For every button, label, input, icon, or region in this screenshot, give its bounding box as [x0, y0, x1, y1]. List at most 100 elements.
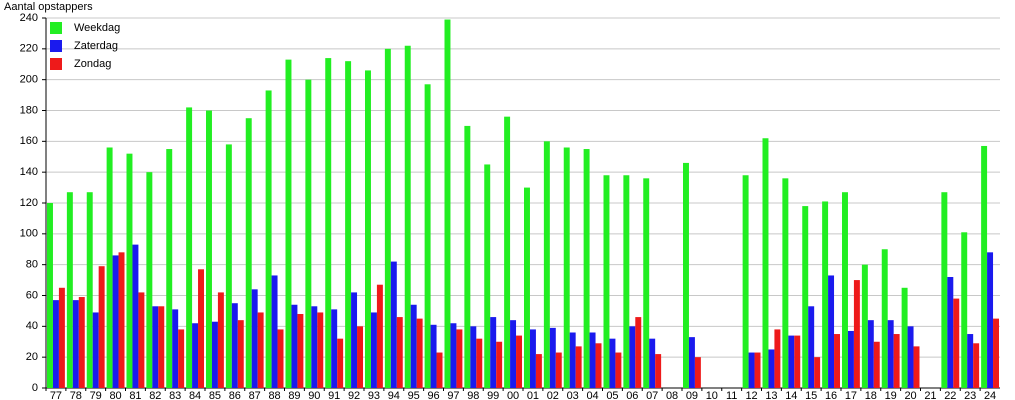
bar	[496, 341, 503, 388]
bar	[694, 357, 701, 388]
x-tick-label: 92	[348, 390, 360, 400]
x-tick-label: 99	[487, 390, 499, 400]
bar	[615, 352, 622, 388]
legend-swatch	[50, 22, 62, 34]
x-tick-label: 81	[129, 390, 141, 400]
x-tick-label: 12	[745, 390, 757, 400]
x-tick-label: 86	[229, 390, 241, 400]
bar	[410, 304, 417, 388]
x-tick-label: 20	[904, 390, 916, 400]
bar	[768, 349, 775, 388]
bar	[251, 289, 258, 388]
x-tick-label: 84	[189, 390, 201, 400]
bar	[158, 306, 165, 388]
x-tick-label: 13	[765, 390, 777, 400]
bar	[834, 334, 840, 388]
bar	[72, 300, 79, 388]
x-tick-label: 79	[90, 390, 102, 400]
bar	[126, 153, 133, 388]
bar	[887, 320, 894, 388]
bar	[265, 90, 272, 388]
bar	[913, 346, 920, 388]
bar	[535, 354, 542, 388]
bar	[649, 338, 656, 388]
bar	[198, 269, 204, 388]
x-tick-label: 00	[507, 390, 519, 400]
bar	[543, 141, 550, 388]
bar	[847, 330, 854, 388]
bar	[510, 320, 517, 388]
bar	[893, 334, 900, 388]
bar	[629, 326, 636, 388]
bar	[112, 255, 119, 388]
bar	[504, 116, 511, 389]
bar	[470, 326, 477, 388]
bar	[211, 321, 218, 388]
bar	[404, 45, 411, 388]
bar	[881, 249, 888, 388]
x-tick-label: 96	[427, 390, 439, 400]
bar	[802, 206, 809, 388]
bar	[953, 298, 960, 388]
bar	[981, 145, 988, 388]
bar	[317, 312, 324, 388]
bar	[206, 110, 212, 388]
y-tick-label: 160	[20, 135, 38, 147]
bar	[524, 187, 530, 388]
bar	[450, 323, 457, 388]
bar	[516, 335, 522, 388]
y-tick-label: 40	[26, 320, 38, 332]
bar	[365, 70, 371, 389]
bar	[146, 172, 153, 388]
bar	[118, 252, 125, 388]
bar	[993, 318, 999, 388]
x-tick-label: 88	[268, 390, 280, 400]
bar	[748, 352, 755, 388]
x-tick-label: 80	[109, 390, 121, 400]
bar	[961, 232, 968, 388]
bar	[490, 317, 497, 388]
bar	[271, 275, 278, 388]
bar	[476, 338, 483, 388]
bar	[444, 19, 451, 389]
bar	[384, 48, 391, 388]
bar	[152, 306, 159, 388]
bar	[563, 147, 570, 388]
bar	[782, 178, 789, 388]
bar	[291, 304, 298, 388]
x-tick-label: 24	[984, 390, 996, 400]
bar	[655, 354, 662, 388]
x-tick-label: 18	[865, 390, 877, 400]
bar	[245, 118, 252, 388]
x-tick-label: 17	[845, 390, 857, 400]
x-tick-label: 83	[169, 390, 181, 400]
bar	[589, 332, 596, 388]
bar	[345, 61, 352, 389]
bar	[217, 292, 224, 388]
y-tick-label: 20	[26, 351, 38, 363]
x-tick-label: 87	[249, 390, 261, 400]
bar	[901, 287, 908, 388]
bar	[762, 138, 769, 388]
bar	[186, 107, 193, 389]
bar	[861, 264, 868, 388]
y-tick-label: 120	[20, 197, 38, 209]
bar	[132, 244, 139, 388]
x-tick-label: 14	[785, 390, 797, 400]
bar	[828, 275, 835, 388]
bar	[311, 306, 318, 388]
bar	[853, 280, 860, 388]
bar	[436, 352, 443, 388]
bar	[66, 192, 73, 388]
bar	[331, 309, 338, 388]
bar	[47, 203, 53, 388]
y-tick-label: 200	[20, 74, 38, 86]
bar	[376, 284, 383, 388]
bar	[92, 312, 99, 388]
bar	[549, 327, 556, 388]
x-tick-label: 03	[567, 390, 579, 400]
bar	[325, 58, 332, 388]
bar	[396, 317, 403, 388]
x-tick-label: 08	[666, 390, 678, 400]
bar	[973, 343, 980, 388]
